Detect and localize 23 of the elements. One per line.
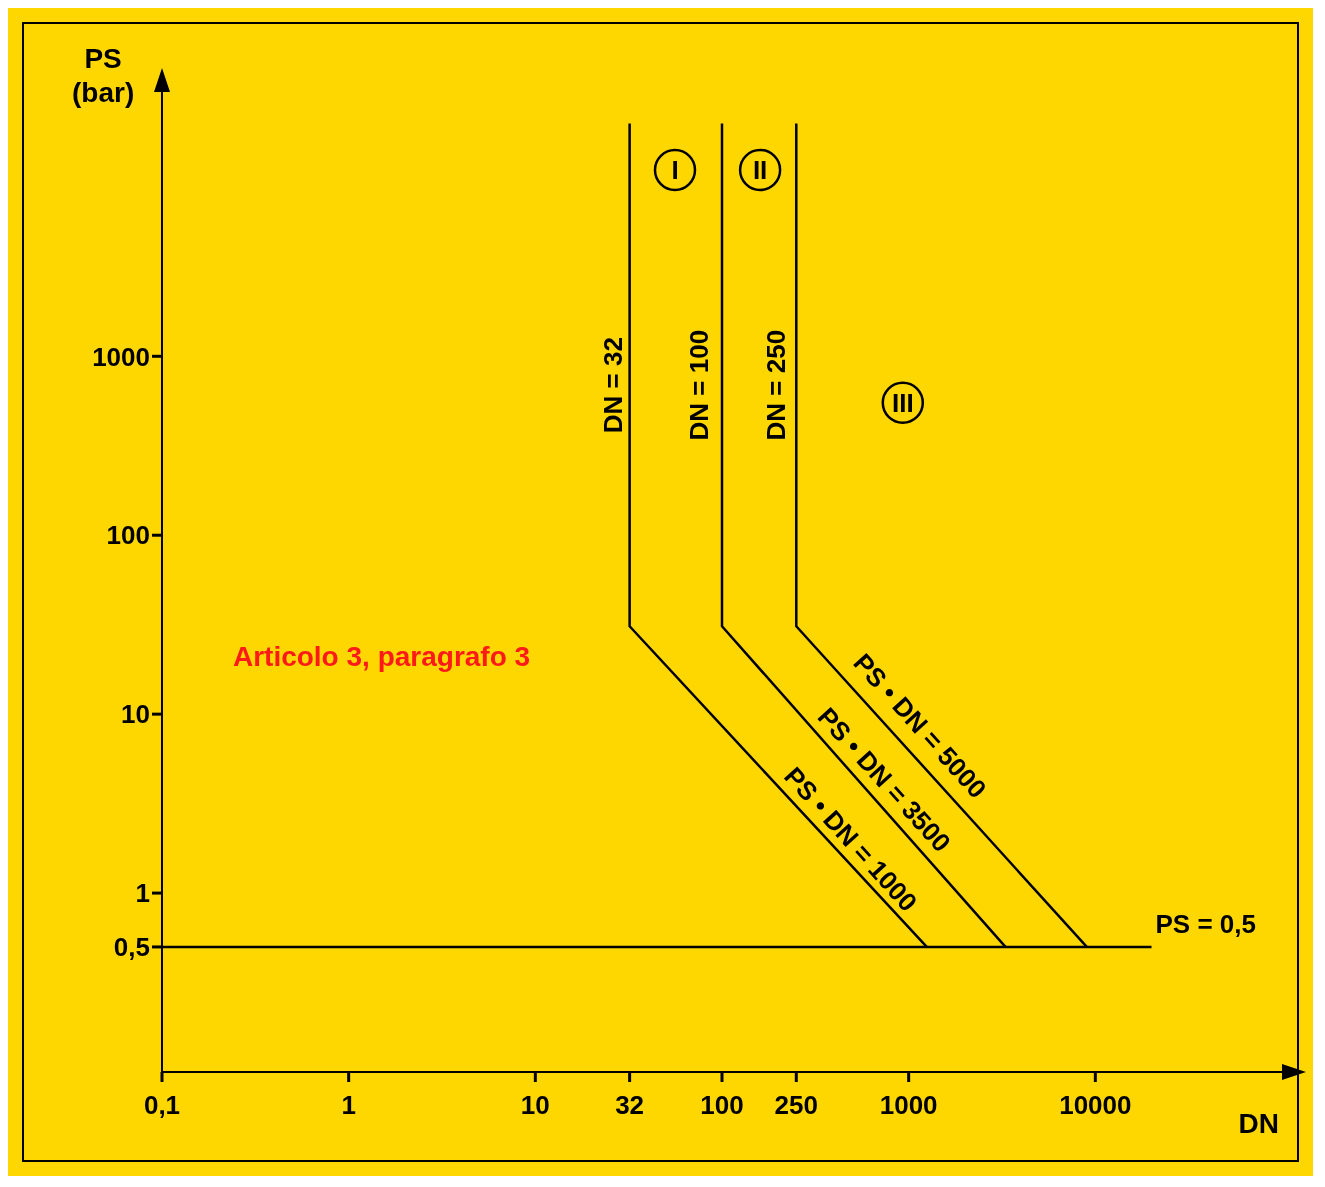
y-tick-label: 1 (135, 878, 150, 909)
y-tick-label: 100 (106, 520, 150, 551)
x-tick-label: 1000 (879, 1090, 938, 1121)
y-axis-title: PS (bar) (72, 42, 135, 110)
annotation: PS = 0,5 (1155, 909, 1256, 940)
x-axis-title: DN (1238, 1108, 1279, 1140)
x-tick-label: 100 (700, 1090, 744, 1121)
x-tick-label: 1 (341, 1090, 356, 1121)
y-tick-label: 1000 (92, 341, 150, 372)
y-tick-label: 0,5 (113, 932, 150, 963)
x-tick-label: 32 (615, 1090, 645, 1121)
x-tick-label: 250 (774, 1090, 818, 1121)
x-tick-label: 10000 (1059, 1090, 1132, 1121)
annotation: III (891, 387, 914, 418)
annotation: I (671, 154, 679, 185)
annotation: II (752, 154, 768, 185)
annotation: DN = 32 (597, 337, 628, 434)
y-tick-label: 10 (121, 699, 150, 730)
x-tick-label: 10 (520, 1090, 550, 1121)
x-tick-label: 0,1 (143, 1090, 181, 1121)
annotation: DN = 250 (761, 329, 792, 441)
annotation: DN = 100 (683, 329, 714, 441)
annotation: Articolo 3, paragrafo 3 (232, 640, 531, 672)
